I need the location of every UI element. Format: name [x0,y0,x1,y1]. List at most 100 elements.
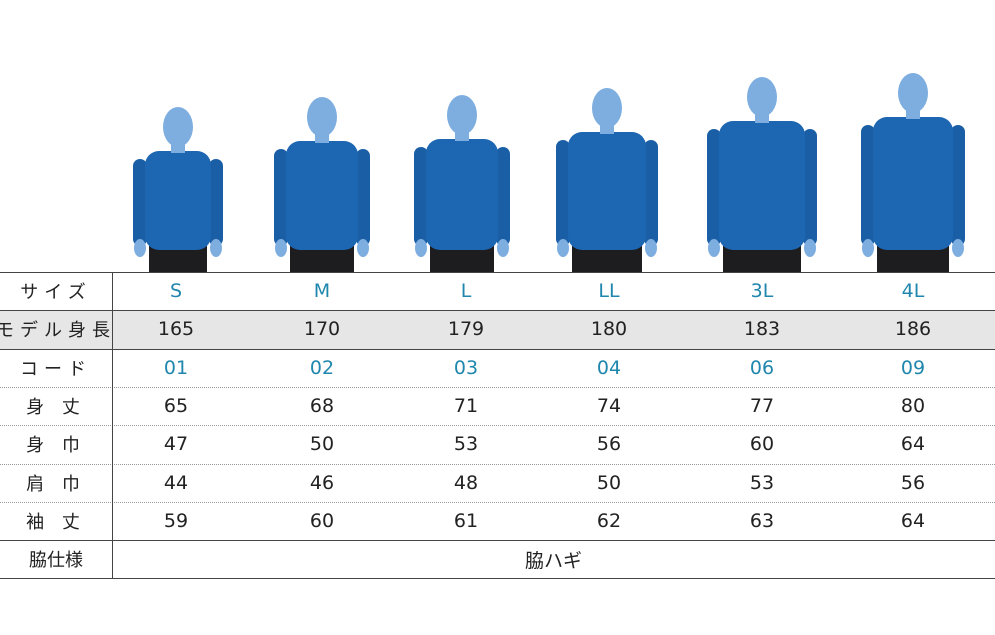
cell: 56 [900,471,926,494]
cell: M [313,280,331,303]
cell: 62 [596,509,622,532]
model-figure-part [719,121,805,250]
cell: 186 [894,318,932,341]
cell: 56 [596,433,622,456]
cell: 44 [163,471,189,494]
cell: 50 [596,471,622,494]
model-figure-part [873,117,953,250]
row-line [0,463,995,465]
row-label: コード [20,358,92,380]
model-figure-part [496,147,510,246]
cell: 47 [163,433,189,456]
row-line [0,348,995,350]
cell: 179 [447,318,485,341]
model-figure-part [145,151,211,250]
cell: 60 [749,433,775,456]
row-label: 脇仕様 [29,550,83,572]
row-label: 身 丈 [26,397,86,419]
model-figure-part [163,107,193,147]
highlight-row [0,310,995,349]
model-figure-part [415,239,427,257]
model-figure-part [356,149,370,246]
cell: 48 [453,471,479,494]
model-figure-part [708,239,720,257]
row-line [0,310,995,312]
cell: 50 [309,433,335,456]
model-figure-part [357,239,369,257]
cell: L [460,280,472,303]
model-figure-part [645,239,657,257]
model-figure-part [497,239,509,257]
cell: 64 [900,433,926,456]
model-figure-part [951,125,965,246]
model-figure-part [274,149,288,246]
model-figure-part [414,147,428,246]
model-figure-part [209,159,223,246]
model-figure-part [556,140,570,246]
cell: 60 [309,509,335,532]
cell: 77 [749,395,775,418]
cell: 06 [749,356,775,379]
row-line [0,272,995,273]
model-figure-part [707,129,721,246]
cell: 4L [901,280,925,303]
model-figure-part [286,141,358,250]
model-figure-part [861,125,875,246]
row-line [0,386,995,388]
model-figure-part [447,95,477,135]
cell: 64 [900,509,926,532]
cell: 61 [453,509,479,532]
cell: LL [598,280,620,303]
cell: 46 [309,471,335,494]
row-label: サイズ [20,282,92,304]
model-photos [133,73,965,272]
cell: 180 [590,318,628,341]
model-figure-part [307,97,337,137]
model-figure-part [275,239,287,257]
model-figure-part [644,140,658,246]
model-figure-part [592,88,622,128]
cell: 71 [453,395,479,418]
row-label: モデル身長 [0,320,116,342]
cell: 65 [163,395,189,418]
row-label: 身 巾 [26,435,86,457]
cell: 01 [163,356,189,379]
cell: S [169,280,183,303]
row-label: 袖 丈 [26,511,86,533]
cell: 74 [596,395,622,418]
cell: 53 [453,433,479,456]
row-line [0,425,995,427]
cell: 3L [750,280,774,303]
row-line [0,501,995,503]
model-figure-part [952,239,964,257]
cell: 03 [453,356,479,379]
model-figure-part [803,129,817,246]
cell: 53 [749,471,775,494]
cell: 183 [743,318,781,341]
row-line [0,540,995,542]
model-figure-part [134,239,146,257]
column-line [112,272,113,579]
model-figure-part [557,239,569,257]
model-figure-part [210,239,222,257]
model-figure-part [804,239,816,257]
cell: 68 [309,395,335,418]
model-figure-part [133,159,147,246]
model-figure-part [898,73,928,113]
cell: 59 [163,509,189,532]
model-figure-part [426,139,498,250]
cell: 80 [900,395,926,418]
cell: 脇ハギ [524,549,582,572]
model-figure-part [862,239,874,257]
cell: 09 [900,356,926,379]
cell: 170 [303,318,341,341]
cell: 63 [749,509,775,532]
model-figure-part [747,77,777,117]
row-line [0,578,995,580]
cell: 04 [596,356,622,379]
cell: 165 [157,318,195,341]
cell: 02 [309,356,335,379]
model-figure-part [568,132,646,250]
row-label: 肩 巾 [26,473,86,495]
